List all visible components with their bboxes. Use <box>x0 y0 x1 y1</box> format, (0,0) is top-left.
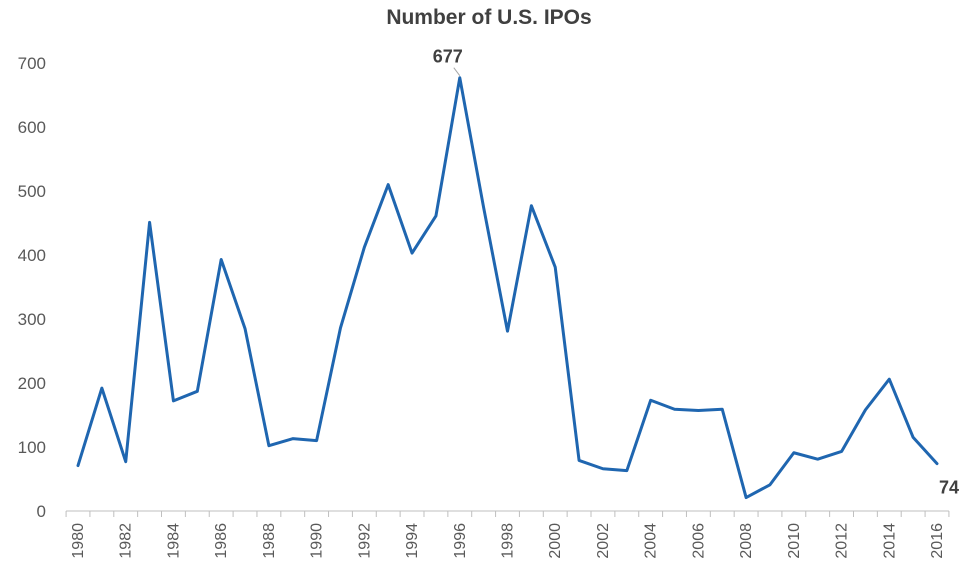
x-tick-label: 1988 <box>261 523 278 559</box>
x-tick-label: 2012 <box>834 523 851 559</box>
x-tick-label: 2000 <box>547 523 564 559</box>
y-tick-label: 600 <box>18 118 46 137</box>
x-tick-label: 1982 <box>118 523 135 559</box>
x-axis: 1980 1982 1984 1986 1988 1990 1992 1994 1996 1998… <box>65 510 950 559</box>
y-tick-label: 500 <box>18 182 46 201</box>
y-tick-label: 300 <box>18 310 46 329</box>
x-tick-label: 1996 <box>452 523 469 559</box>
x-tick-label: 2014 <box>881 523 898 559</box>
y-tick-label: 700 <box>18 54 46 73</box>
chart-title: Number of U.S. IPOs <box>386 6 591 29</box>
y-tick-label: 200 <box>18 374 46 393</box>
y-tick-label: 0 <box>37 502 46 521</box>
data-label-leader <box>453 67 461 77</box>
annotation-layer: 677 74 <box>433 47 959 498</box>
x-tick-label: 1992 <box>356 523 373 559</box>
x-tick-label: 1984 <box>165 523 182 559</box>
x-tick-label: 2008 <box>738 523 755 559</box>
x-tick-label: 1990 <box>309 523 326 559</box>
x-tick-label: 1986 <box>213 523 230 559</box>
data-label: 677 <box>433 47 463 67</box>
x-tick-label: 1994 <box>404 523 421 559</box>
y-tick-label: 400 <box>18 246 46 265</box>
x-tick-label: 2004 <box>643 523 660 559</box>
data-label: 74 <box>939 478 959 498</box>
y-axis: 0 100 200 300 400 500 600 700 <box>18 54 46 521</box>
x-tick-label: 2016 <box>929 523 946 559</box>
x-tick-label: 2010 <box>786 523 803 559</box>
x-tick-label: 1980 <box>70 523 87 559</box>
x-tick-label: 1998 <box>500 523 517 559</box>
y-tick-label: 100 <box>18 438 46 457</box>
x-tick-label: 2006 <box>690 523 707 559</box>
x-tick-label: 2002 <box>595 523 612 559</box>
series-layer <box>76 76 939 500</box>
series-line <box>76 76 939 500</box>
